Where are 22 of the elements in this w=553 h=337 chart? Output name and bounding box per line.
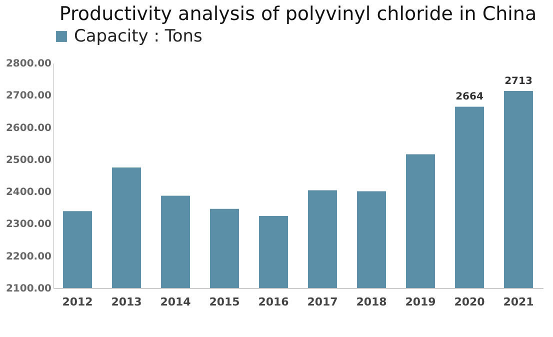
- y-tick-label: 2200.00: [6, 251, 52, 262]
- y-tick-label: 2600.00: [6, 122, 52, 134]
- y-tick-label: 2500.00: [6, 154, 52, 166]
- x-tick-label: 2016: [258, 296, 290, 308]
- x-tick-label: 2020: [454, 296, 486, 308]
- y-tick-label: 2700.00: [6, 90, 52, 102]
- x-tick-label: 2019: [405, 296, 436, 308]
- chart-title: Productivity analysis of polyvinyl chloride in China: [59, 3, 537, 25]
- y-tick-label: 2100.00: [6, 284, 52, 294]
- x-tick-label: 2015: [209, 296, 240, 308]
- x-tick-label: 2012: [62, 296, 93, 308]
- y-tick-label: 2300.00: [6, 219, 52, 230]
- x-tick-label: 2013: [111, 296, 142, 308]
- y-tick-label: 2400.00: [6, 187, 52, 198]
- x-tick-label: 2014: [160, 296, 192, 308]
- x-tick-label: 2018: [356, 296, 387, 308]
- y-tick-label: 2800.00: [6, 58, 52, 70]
- data-label: 2664: [456, 92, 484, 103]
- x-tick-label: 2017: [307, 296, 338, 308]
- x-tick-label: 2021: [503, 296, 534, 308]
- data-label: 2713: [504, 76, 532, 87]
- legend-label: Capacity : Tons: [74, 26, 202, 46]
